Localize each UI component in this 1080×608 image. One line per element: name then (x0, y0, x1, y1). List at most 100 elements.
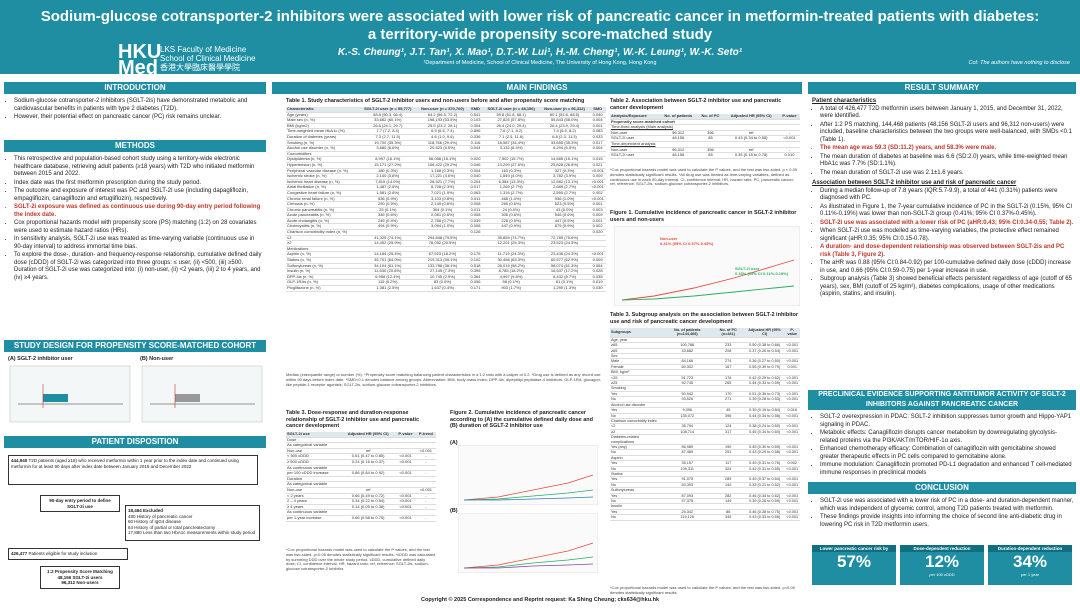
table3-header-cell: SGLT-2i use (286, 431, 342, 438)
table1-cell: 0.030 (589, 285, 606, 292)
table1-cell: 0.304 (468, 122, 483, 130)
subgroup-cell: 0.33 (0.21 to 0.52) (744, 482, 785, 489)
table1-cell (482, 151, 540, 158)
table3-cell (415, 437, 436, 444)
table1-cell: 3,103 (0.8%) (416, 196, 469, 203)
table1-cell: 306 (0.6%) (482, 213, 540, 219)
intro-text: Sodium-glucose cotransporter-2 inhibitor… (6, 98, 264, 123)
stat-value: 12% (924, 552, 960, 571)
subgroup-cell: 0.45 (0.34 to 0.60) (744, 429, 785, 436)
subgroup-cell: <0.001 (784, 391, 800, 398)
table-row: ≥65 43,682 208 0.37 (0.26 to 0.54) <0.001 (610, 348, 800, 355)
table2-cell: 96,312 (658, 147, 698, 154)
table1-cell: 118,766 (29.4%) (416, 140, 469, 147)
table1-cell: 61 (0.1%) (539, 280, 590, 286)
table-row: Ischemic stroke (n, %) 2,140 (3.8%) 17,221… (286, 173, 606, 180)
table1-cell: 290 (0.5%) (359, 201, 417, 208)
table-row: Ischemic heart disease (n, %) 7,815 (14.0… (286, 179, 606, 186)
table1-cell: Peripheral vascular disease (n, %) (286, 168, 360, 175)
figure1-nonuser-value: 0.41% (95% CI 0.37%-0.45%) (660, 241, 714, 246)
subgroup-header-cell: No. of PC (n=441) (711, 328, 745, 338)
subgroup-table: Subgroups No. of patients (n=144,468) No. … (610, 328, 800, 521)
table1-cell: 25,828 (26.8%) (539, 162, 590, 169)
subgroup-cell: <2 (610, 423, 663, 430)
subgroup-cell: 51,723 (662, 375, 712, 382)
table2-subheading: Time-dependent analysis (610, 141, 800, 148)
table-row: < 500 cDDD 0.61 (0.47 to 0.80) <0.001- (286, 454, 436, 460)
subgroup-cell: 317 (711, 429, 745, 436)
table1-cell: 536 (0.9%) (359, 196, 417, 203)
subgroup-cell: 176 (711, 375, 745, 382)
subgroup-cell (744, 471, 785, 478)
assoc-item: SGLT-2i use was associated with a lower … (820, 220, 1074, 228)
table1-cell: 0.011 (468, 196, 483, 203)
excluded-label: Excluded (143, 508, 164, 513)
table-row: ≥2 108,714 317 0.45 (0.34 to 0.60) <0.001 (610, 429, 800, 436)
subgroup-cell: 265 (711, 380, 745, 387)
table1-cell: 0.008 (468, 201, 483, 208)
subgroup-cell: 282 (711, 493, 745, 500)
subgroup-cell: ≥25 (610, 380, 663, 387)
table2-cell: 85 (697, 153, 724, 159)
subgroup-cell (662, 337, 712, 344)
subgroup-cell: 53,393 (662, 482, 712, 489)
subgroup-cell: <0.001 (784, 444, 800, 451)
section-study-design: STUDY DESIGN FOR PROPENSITY SCORE-MATCHE… (4, 340, 266, 352)
table-row: Non-use ref <0.001 (286, 448, 436, 455)
subgroup-cell: No (610, 466, 663, 473)
table3-cell: Dose (286, 437, 342, 444)
subgroup-cell: BMI, kg/m² (610, 369, 663, 376)
figure2b-chart (458, 513, 598, 573)
subgroup-cell (784, 487, 800, 494)
subgroup-cell: 274 (711, 358, 745, 365)
table3-cell (395, 437, 416, 444)
disposition-total-text: T2D patients (aged ≥18) who received met… (11, 458, 239, 469)
subgroup-cell: <0.001 (784, 476, 800, 483)
table-row: Dose (286, 437, 436, 444)
table1-cell: 13,299 (27.6%) (482, 162, 540, 169)
subgroup-cell: 289 (711, 476, 745, 483)
table1-cell: 7.6 (7.1, 8.2) (482, 129, 540, 135)
table1-notes: Median (interquartile range) or number (… (286, 372, 602, 387)
table1-cell: 19,700 (35.3%) (359, 140, 417, 147)
table1-cell: 466 (1.0%) (482, 196, 540, 203)
stat-dose: Dose-dependent reduction 12% per 100 cDD… (900, 545, 984, 585)
table-row: <2 35,754 124 0.38 (0.24 to 0.60) <0.001 (610, 423, 800, 430)
conclusion-item: SGLT-2i use was associated with a lower … (820, 498, 1074, 513)
table3-cell: <0.001 (395, 498, 416, 505)
table2: Analysis/Exposure No. of patients No. of P… (610, 113, 800, 159)
subgroup-cell: <0.001 (784, 493, 800, 500)
assoc-title: Association between SGLT-2 inhibitor use… (812, 180, 1017, 186)
table3-cell: Non-use (286, 448, 342, 455)
table-row: Atrial fibrillation (n, %) 1,487 (2.6%) 8,… (286, 185, 606, 191)
subgroup-header-cell: P-value (784, 328, 800, 338)
table1-cell: Alcohol use disorder (n, %) (286, 146, 360, 152)
table1-cell: 16,537 (17.2%) (539, 269, 590, 275)
subgroup-cell: Statins (610, 471, 663, 478)
subgroup-cell: Yes (610, 407, 663, 414)
table-row: < 2 years 0.66 (0.49 to 0.72) <0.001- (286, 493, 436, 500)
subgroup-cell: Charlson comorbidity index (610, 418, 663, 425)
subgroup-cell (662, 471, 712, 478)
table-row: Non-user 96,312 356 ref - (610, 147, 800, 154)
subgroup-cell: 35,754 (662, 423, 712, 430)
table1-cell (482, 229, 540, 236)
table1-cell: 163 (0.3%) (482, 168, 540, 175)
figure2-caption: Figure 2. Cumulative incidence of pancre… (450, 410, 594, 429)
table1-cell: Acute cholangitis (n, %) (286, 218, 360, 225)
table1-cell: 15,171 (27.2%) (359, 162, 417, 169)
table1-cell (359, 229, 417, 236)
table1-cell: 25 (0.1%) (359, 207, 417, 214)
subgroup-cell (662, 385, 712, 392)
table1-cell: 14,452 (25.9%) (359, 241, 417, 247)
table3-cell (395, 442, 416, 449)
table1-cell: 0.001 (589, 123, 606, 130)
matched-box: 1:2 Propensity Score Matching 48,156 SGL… (40, 566, 120, 589)
subgroup-cell: <0.001 (784, 449, 800, 456)
table1-cell: 0.175 (468, 251, 483, 258)
table1-cell: 0.083 (589, 129, 606, 135)
stat-sub: per 100 cDDD (929, 572, 955, 577)
subgroup-cell: 119,126 (662, 514, 712, 521)
conclusion-item: These findings provide insights into inf… (820, 514, 1074, 529)
table1-cell: 523 (0.5%) (539, 201, 590, 208)
